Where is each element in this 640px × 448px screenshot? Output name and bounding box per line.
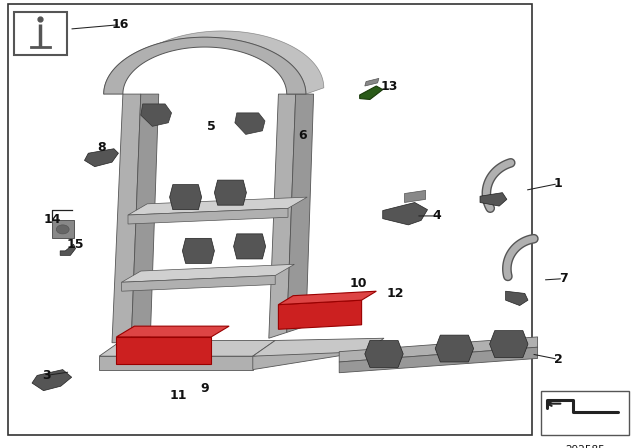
Polygon shape: [235, 113, 265, 134]
Polygon shape: [116, 326, 229, 337]
Polygon shape: [112, 94, 141, 343]
Polygon shape: [182, 238, 214, 263]
Polygon shape: [128, 197, 307, 215]
Polygon shape: [104, 31, 324, 94]
Text: 1: 1: [554, 177, 563, 190]
Polygon shape: [99, 356, 253, 370]
Bar: [8, 4, 532, 435]
Polygon shape: [278, 291, 376, 305]
Polygon shape: [360, 86, 383, 99]
Polygon shape: [122, 264, 294, 282]
Text: 10: 10: [349, 276, 367, 290]
Text: 4: 4: [432, 209, 441, 223]
Circle shape: [56, 225, 69, 234]
Polygon shape: [287, 94, 314, 332]
Polygon shape: [234, 234, 266, 259]
Text: 292585: 292585: [565, 445, 605, 448]
Polygon shape: [122, 276, 275, 291]
Polygon shape: [141, 104, 172, 126]
Polygon shape: [490, 331, 528, 358]
Text: 5: 5: [207, 120, 216, 133]
Polygon shape: [214, 180, 246, 205]
Polygon shape: [170, 185, 202, 210]
Polygon shape: [32, 370, 72, 391]
Text: 2: 2: [554, 353, 563, 366]
Polygon shape: [506, 291, 528, 306]
Bar: [14, 12, 67, 55]
Polygon shape: [104, 37, 306, 94]
Text: 8: 8: [97, 141, 106, 155]
Text: 3: 3: [42, 369, 51, 382]
Polygon shape: [435, 335, 474, 362]
Text: 11: 11: [169, 388, 187, 402]
Text: 16: 16: [111, 18, 129, 31]
Polygon shape: [99, 340, 275, 356]
Text: 14: 14: [44, 213, 61, 226]
Polygon shape: [404, 190, 426, 202]
Polygon shape: [253, 338, 384, 356]
Text: 13: 13: [380, 79, 398, 93]
Polygon shape: [339, 347, 538, 373]
Polygon shape: [339, 337, 538, 362]
Polygon shape: [84, 149, 118, 167]
Polygon shape: [383, 202, 428, 225]
Text: 6: 6: [298, 129, 307, 142]
Polygon shape: [116, 337, 211, 364]
Polygon shape: [480, 193, 507, 206]
Text: 7: 7: [559, 272, 568, 285]
Text: 15: 15: [67, 237, 84, 251]
Polygon shape: [365, 340, 403, 367]
Text: 9: 9: [200, 382, 209, 396]
Polygon shape: [52, 220, 74, 238]
Polygon shape: [128, 208, 288, 224]
Polygon shape: [60, 244, 76, 255]
Polygon shape: [269, 94, 296, 338]
Text: 12: 12: [387, 287, 404, 300]
Bar: [541, 391, 629, 435]
Polygon shape: [278, 300, 362, 329]
Polygon shape: [131, 94, 159, 343]
Polygon shape: [365, 78, 379, 86]
Polygon shape: [253, 340, 365, 370]
